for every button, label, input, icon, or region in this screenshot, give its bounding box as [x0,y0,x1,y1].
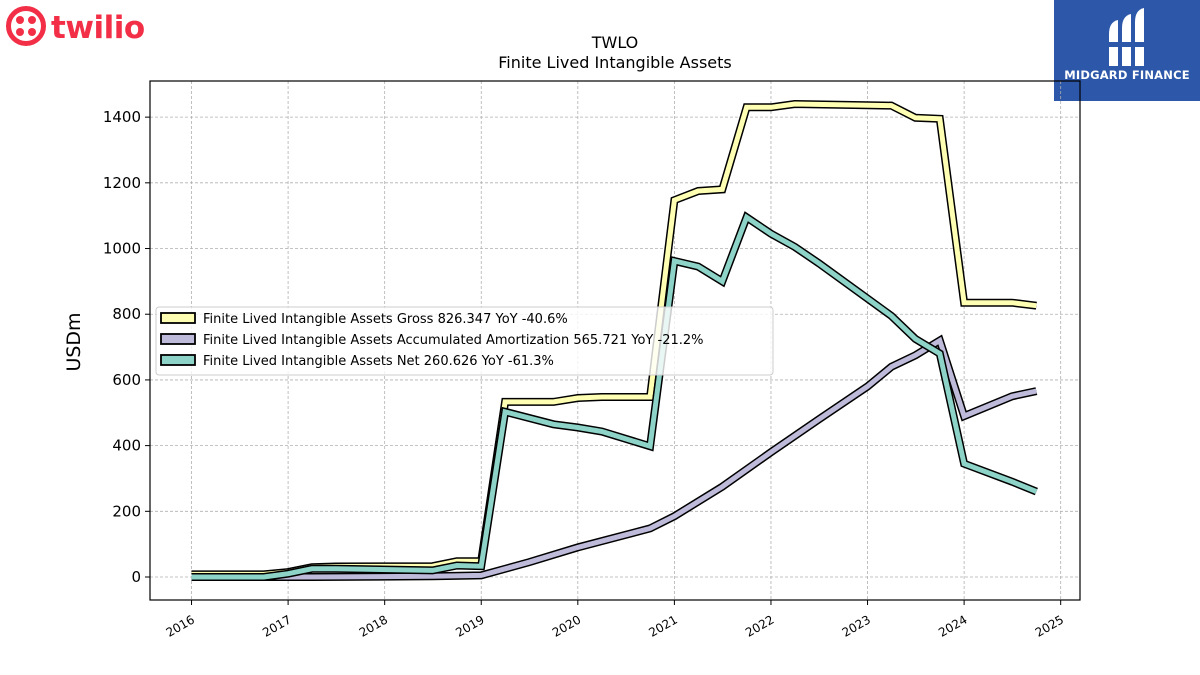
x-tick-label: 2020 [550,612,583,639]
x-tick-label: 2017 [260,612,293,639]
midgard-mark-icon [1107,8,1147,66]
twilio-logo: twilio [6,6,145,46]
legend-item: Finite Lived Intangible Assets Accumulat… [160,333,704,348]
legend-label: Finite Lived Intangible Assets Accumulat… [203,333,704,348]
twilio-wordmark: twilio [51,10,145,46]
chart-title: TWLO [591,33,639,52]
legend-box [155,306,774,376]
y-tick-label: 800 [112,305,141,323]
legend-label: Finite Lived Intangible Assets Gross 826… [203,312,568,327]
y-tick-label: 0 [131,568,141,586]
x-tick-label: 2021 [646,612,679,639]
y-tick-label: 400 [112,437,141,455]
x-tick-label: 2023 [840,612,873,639]
legend-item: Finite Lived Intangible Assets Net 260.6… [160,354,554,369]
series-outline [191,334,1038,581]
x-tick-label: 2016 [164,612,197,639]
x-tick-label: 2024 [936,612,969,639]
y-axis: 0 200 400 600 800 1000 1200 1400 [103,108,150,586]
legend-swatch [160,354,196,366]
midgard-finance-logo: MIDGARD FINANCE [1054,0,1200,101]
x-tick-label: 2025 [1033,612,1066,639]
plot-area-frame [149,80,1081,601]
midgard-wordmark: MIDGARD FINANCE [1064,68,1190,82]
chart-subtitle: Finite Lived Intangible Assets [498,53,731,72]
y-tick-label: 1400 [103,108,141,126]
x-axis: 2016 2017 2018 2019 2020 2021 2022 2023 2024 2025 [164,600,1066,640]
y-tick-label: 600 [112,371,141,389]
x-tick-label: 2019 [453,612,486,639]
y-tick-label: 200 [112,502,141,520]
y-axis-label: USDm [63,312,85,371]
twilio-mark-icon [6,6,46,46]
x-tick-label: 2018 [357,612,390,639]
series-line [191,334,1038,581]
legend-label: Finite Lived Intangible Assets Net 260.6… [203,354,554,369]
legend-swatch [160,312,196,324]
legend-item: Finite Lived Intangible Assets Gross 826… [160,312,568,327]
legend: Finite Lived Intangible Assets Gross 826… [155,306,774,376]
x-tick-label: 2022 [743,612,776,639]
legend-swatch [160,333,196,345]
y-tick-label: 1000 [103,240,141,258]
y-tick-label: 1200 [103,174,141,192]
